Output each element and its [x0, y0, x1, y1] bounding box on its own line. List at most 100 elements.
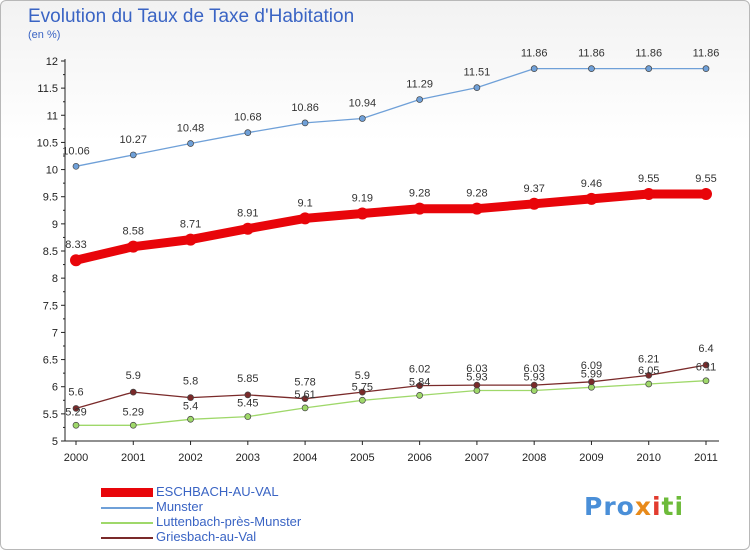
data-point	[473, 381, 481, 389]
data-point	[702, 377, 710, 385]
data-label: 5.6	[68, 386, 83, 398]
data-point	[244, 129, 252, 137]
series-line	[75, 364, 707, 410]
data-label: 11.86	[635, 48, 662, 60]
legend-label: Griesbach-au-Val	[156, 529, 257, 544]
data-point	[416, 382, 423, 389]
data-label: 6.05	[638, 365, 659, 377]
data-label: 5.75	[352, 381, 373, 393]
data-label: 6.03	[466, 363, 487, 375]
data-point	[241, 222, 254, 235]
data-label: 9.19	[352, 193, 373, 205]
data-point	[356, 207, 369, 220]
proxiti-logo: Proxiti	[584, 492, 684, 521]
data-label: 5.29	[65, 406, 86, 418]
data-label: 10.48	[177, 123, 205, 135]
data-label: 5.99	[581, 368, 602, 380]
data-label: 11.86	[693, 48, 720, 60]
data-label: 10.94	[349, 98, 377, 110]
legend-label: Munster	[156, 499, 203, 514]
legend-swatch	[101, 488, 153, 497]
data-point	[530, 65, 538, 72]
data-label: 5.8	[183, 376, 198, 388]
data-label: 11.86	[578, 48, 605, 60]
data-point	[588, 378, 595, 386]
x-tick-label: 2000	[64, 452, 88, 464]
data-point	[187, 415, 194, 423]
data-label: 5.9	[355, 370, 370, 382]
data-label: 6.4	[698, 343, 713, 355]
data-point	[642, 188, 655, 200]
data-point	[700, 188, 712, 200]
y-tick-label: 8	[52, 273, 58, 285]
data-point	[301, 119, 309, 127]
data-label: 9.28	[466, 188, 487, 200]
data-point	[72, 162, 80, 170]
data-label: 11.51	[464, 67, 491, 79]
data-point	[416, 96, 423, 103]
x-tick-label: 2011	[694, 452, 718, 464]
data-label: 8.71	[180, 219, 201, 231]
x-tick-label: 2001	[121, 452, 145, 464]
series-line	[75, 67, 707, 167]
logo-part-2: x	[634, 492, 652, 521]
data-label: 9.28	[409, 188, 430, 200]
y-tick-label: 8.5	[43, 246, 58, 258]
data-point	[645, 65, 653, 72]
y-tick-label: 9	[52, 219, 58, 231]
data-point	[413, 202, 426, 215]
data-point	[588, 65, 595, 72]
data-point	[645, 371, 653, 379]
data-label: 8.58	[123, 226, 144, 238]
data-point	[359, 396, 366, 404]
data-point	[129, 388, 137, 396]
y-tick-label: 9.5	[43, 192, 58, 204]
data-label: 6.11	[696, 362, 717, 374]
y-tick-label: 7	[52, 327, 58, 339]
data-label: 5.45	[237, 398, 258, 410]
data-point	[528, 197, 541, 210]
data-point	[127, 240, 140, 253]
data-label: 11.86	[521, 48, 548, 60]
y-tick-label: 10	[46, 165, 58, 177]
x-tick-label: 2002	[178, 452, 202, 464]
data-label: 5.61	[294, 389, 315, 401]
legend-swatch	[101, 537, 153, 539]
series-line	[71, 189, 711, 265]
data-label: 8.33	[65, 239, 86, 251]
data-point	[530, 381, 538, 389]
data-point	[299, 212, 312, 225]
chart-subtitle: (en %)	[28, 29, 61, 41]
data-label: 5.93	[523, 372, 544, 384]
logo-part-4: ti	[661, 492, 685, 521]
data-point	[187, 140, 194, 147]
data-label: 5.85	[237, 373, 258, 385]
data-label: 5.78	[294, 377, 315, 389]
x-tick-label: 2008	[522, 452, 546, 464]
legend-swatch	[101, 507, 153, 509]
data-point	[585, 192, 598, 205]
legend-swatch	[101, 522, 153, 524]
data-point	[187, 394, 194, 401]
data-label: 5.84	[409, 376, 430, 388]
x-tick-label: 2010	[636, 452, 660, 464]
data-point	[702, 65, 710, 72]
chart-title: Evolution du Taux de Taxe d'Habitation	[28, 6, 355, 27]
data-label: 10.27	[120, 134, 148, 146]
data-label: 5.93	[466, 372, 487, 384]
logo-part-1: Pro	[584, 492, 635, 521]
y-tick-label: 6.5	[43, 355, 58, 367]
data-point	[645, 380, 653, 388]
data-point	[359, 388, 366, 396]
logo-part-3: i	[651, 492, 662, 521]
data-point	[301, 395, 309, 403]
data-point	[473, 84, 481, 91]
data-label: 9.1	[297, 197, 312, 209]
data-point	[470, 202, 483, 215]
legend-label: ESCHBACH-AU-VAL	[156, 484, 279, 499]
y-tick-label: 11	[47, 110, 58, 122]
data-point	[70, 254, 82, 267]
x-tick-label: 2005	[350, 452, 374, 464]
